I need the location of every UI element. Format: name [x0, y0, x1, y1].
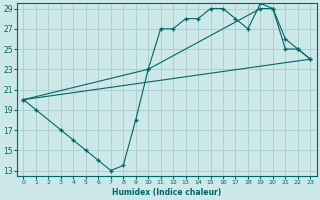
X-axis label: Humidex (Indice chaleur): Humidex (Indice chaleur) — [112, 188, 221, 197]
